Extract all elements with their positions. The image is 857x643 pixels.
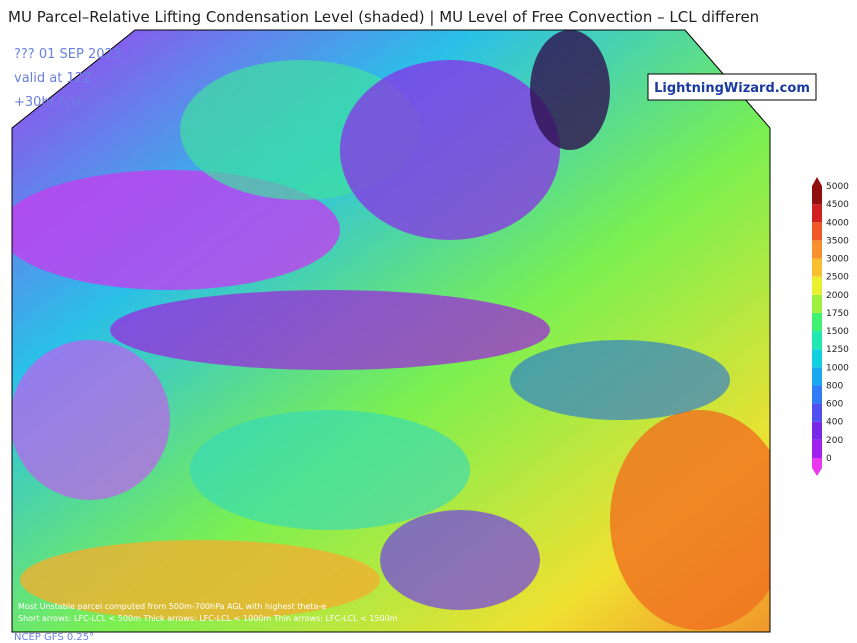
colorbar-label: 1250 (826, 345, 849, 355)
source: NCEP GFS 0.25° (14, 632, 94, 643)
colorbar-cell (812, 222, 822, 241)
colorbar-label: 2000 (826, 291, 849, 301)
colorbar-cell (812, 177, 822, 186)
colorbar-label: 3500 (826, 236, 849, 246)
colorbar-label: 3000 (826, 255, 849, 265)
colorbar-cell (812, 204, 822, 223)
colorbar-cell (812, 421, 822, 440)
valid-time: valid at 12Z (14, 71, 92, 86)
colorbar-label: 5000 (826, 182, 849, 192)
colorbar-label: 4500 (826, 200, 849, 210)
colorbar-label: 1500 (826, 327, 849, 337)
colorbar-cell (812, 186, 822, 205)
colorbar-cell (812, 276, 822, 295)
colorbar-cell (812, 385, 822, 404)
colorbar-label: 1000 (826, 363, 849, 373)
colorbar: 0 200 400 600 800 1000 1250 1500 1750 2000 2500 300… (812, 177, 849, 476)
title: MU Parcel–Relative Lifting Condensation … (8, 8, 759, 26)
footer-note: Short arrows: LFC-LCL < 500m Thick arrow… (18, 614, 398, 623)
colorbar-cell (812, 403, 822, 422)
colorbar-cell (812, 240, 822, 259)
colorbar-cell (812, 367, 822, 386)
colorbar-label: 4000 (826, 218, 849, 228)
colorbar-label: 0 (826, 454, 832, 464)
colorbar-label: 600 (826, 400, 843, 410)
run-date: ??? 01 SEP 2023 (14, 47, 121, 62)
footer-note: Most Unstable parcel computed from 500m-… (18, 602, 326, 611)
colorbar-label: 2500 (826, 273, 849, 283)
colorbar-label: 400 (826, 418, 843, 428)
colorbar-cell (812, 458, 822, 468)
colorbar-cell (812, 331, 822, 350)
colorbar-label: 1750 (826, 309, 849, 319)
colorbar-cell (812, 258, 822, 277)
colorbar-label: 200 (826, 436, 843, 446)
colorbar-cell (812, 439, 822, 458)
logo: LightningWizard.com (654, 81, 810, 96)
colorbar-cell (812, 468, 822, 476)
colorbar-cell (812, 294, 822, 313)
colorbar-cell (812, 312, 822, 332)
logo-box (647, 73, 817, 101)
forecast-hour: +30hr fcst (14, 95, 83, 110)
colorbar-label: 800 (826, 381, 843, 391)
colorbar-cell (812, 349, 822, 368)
